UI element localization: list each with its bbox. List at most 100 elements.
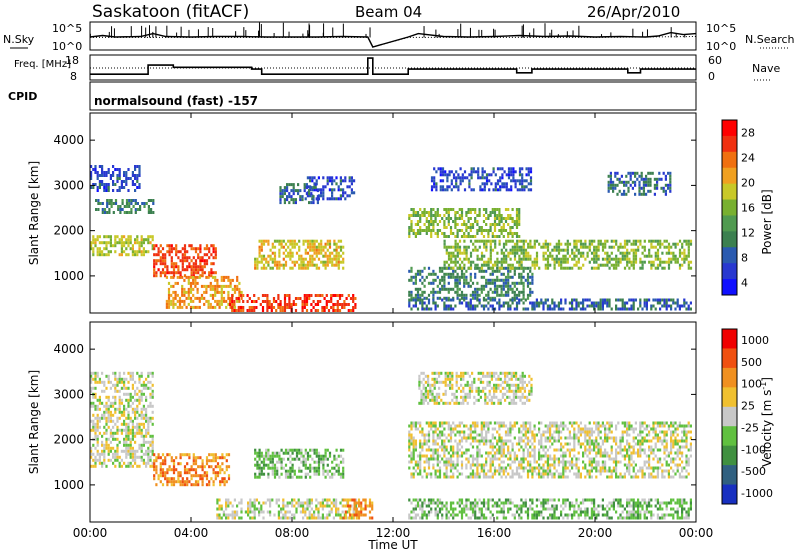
heatmap-cell [518,460,521,464]
heatmap-cell [500,436,503,440]
heatmap-cell [107,189,110,192]
heatmap-cell [142,425,145,429]
heatmap-cell [123,404,126,408]
heatmap-cell [575,304,578,308]
heatmap-cell [357,498,361,502]
heatmap-cell [436,427,439,431]
heatmap-cell [465,451,468,455]
heatmap-cell [595,257,598,261]
heatmap-cell [452,232,455,235]
heatmap-cell [337,469,340,473]
heatmap-cell [342,245,345,249]
heatmap-cell [648,298,651,302]
heatmap-cell [186,256,189,260]
heatmap-cell [266,306,269,309]
heatmap-cell [282,239,285,243]
heatmap-cell [515,454,519,458]
heatmap-cell [114,383,117,387]
heatmap-cell [480,424,483,428]
heatmap-cell [183,256,187,260]
heatmap-cell [192,265,195,269]
heatmap-cell [551,248,554,252]
heatmap-cell [238,501,241,505]
heatmap-cell [354,498,357,502]
heatmap-cell [601,301,604,305]
heatmap-cell [147,374,150,378]
heatmap-cell [273,472,277,476]
heatmap-cell [493,454,497,458]
heatmap-cell [105,241,108,245]
heatmap-cell [482,466,486,470]
heatmap-cell [123,386,126,390]
heatmap-cell [579,301,582,305]
heatmap-cell [454,242,457,246]
heatmap-cell [138,168,141,171]
heatmap-cell [518,442,521,446]
heatmap-cell [96,253,99,257]
heatmap-cell [472,260,475,264]
heatmap-cell [131,395,134,399]
heatmap-cell [489,460,492,464]
heatmap-cell [454,304,457,308]
heatmap-cell [368,504,372,508]
heatmap-cell [109,458,112,462]
heatmap-cell [526,284,530,288]
heatmap-cell [500,469,503,473]
heatmap-cell [509,275,512,279]
heatmap-cell [134,392,137,396]
heatmap-cell [299,510,302,514]
heatmap-cell [125,247,128,251]
heatmap-cell [306,242,310,246]
heatmap-cell [109,410,112,414]
heatmap-cell [454,433,457,437]
heatmap-cell [96,398,99,402]
heatmap-cell [513,257,517,261]
heatmap-cell [507,188,511,192]
heatmap-cell [412,457,415,461]
heatmap-cell [322,185,325,189]
heatmap-cell [164,262,167,266]
heatmap-cell [634,248,638,252]
heatmap-cell [306,239,310,243]
heatmap-cell [317,454,321,458]
heatmap-cell [96,425,99,429]
heatmap-cell [522,424,525,428]
heatmap-cell [533,266,536,270]
heatmap-cell [535,254,539,258]
heatmap-cell [90,452,93,456]
heatmap-cell [597,242,600,246]
heatmap-cell [227,296,230,300]
heatmap-cell [458,433,461,437]
heatmap-cell [518,439,521,443]
heatmap-cell [414,223,417,226]
heatmap-cell [97,199,100,202]
heatmap-cell [255,507,258,511]
heatmap-cell [445,472,448,476]
heatmap-cell [286,294,289,297]
heatmap-cell [188,480,191,484]
heatmap-cell [480,232,483,235]
heatmap-cell [306,260,310,264]
heatmap-cell [443,427,446,431]
heatmap-cell [291,251,294,255]
heatmap-cell [315,197,318,201]
heatmap-cell [201,256,204,260]
heatmap-cell [469,475,472,479]
power-colorbar-label: Power [dB] [760,189,774,254]
heatmap-cell [489,463,492,467]
heatmap-cell [412,208,415,211]
heatmap-cell [258,469,261,473]
heatmap-cell [502,451,505,455]
heatmap-cell [304,457,307,461]
heatmap-cell [412,472,415,476]
heatmap-cell [284,263,288,267]
heatmap-cell [322,460,325,464]
heatmap-cell [535,251,539,255]
heatmap-cell [612,180,615,184]
heatmap-cell [463,298,466,302]
heatmap-cell [118,464,121,468]
heatmap-cell [138,174,141,177]
heatmap-cell [321,516,324,520]
heatmap-cell [432,457,435,461]
heatmap-cell [96,428,99,432]
